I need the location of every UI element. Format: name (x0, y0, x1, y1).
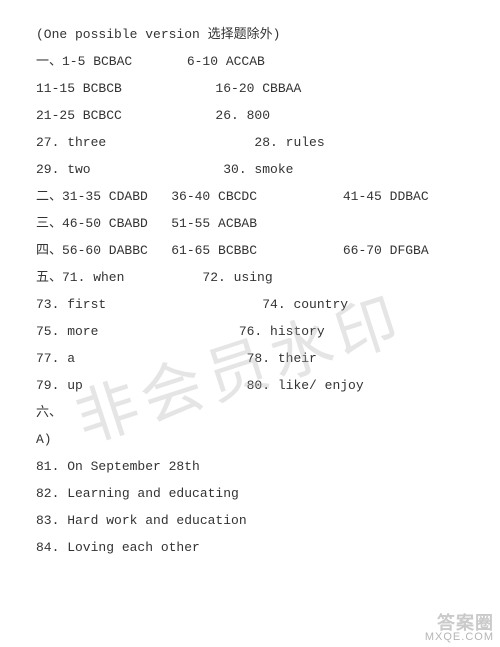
text-line: 29. two 30. smoke (36, 163, 464, 176)
text-line: 73. first 74. country (36, 298, 464, 311)
text-line: 11-15 BCBCB 16-20 CBBAA (36, 82, 464, 95)
text-line: 三、46-50 CBABD 51-55 ACBAB (36, 217, 464, 230)
text-line: 六、 (36, 406, 464, 419)
text-line: A) (36, 433, 464, 446)
corner-watermark: 答案圈 MXQE.COM (425, 614, 494, 643)
text-line: 77. a 78. their (36, 352, 464, 365)
text-line: 一、1-5 BCBAC 6-10 ACCAB (36, 55, 464, 68)
corner-watermark-url: MXQE.COM (425, 632, 494, 643)
text-line: 27. three 28. rules (36, 136, 464, 149)
text-line: 四、56-60 DABBC 61-65 BCBBC 66-70 DFGBA (36, 244, 464, 257)
text-line: (One possible version 选择题除外) (36, 28, 464, 41)
text-line: 五、71. when 72. using (36, 271, 464, 284)
text-line: 79. up 80. like/ enjoy (36, 379, 464, 392)
text-line: 21-25 BCBCC 26. 800 (36, 109, 464, 122)
text-line: 84. Loving each other (36, 541, 464, 554)
document-content: (One possible version 选择题除外) 一、1-5 BCBAC… (36, 28, 464, 554)
text-line: 83. Hard work and education (36, 514, 464, 527)
text-line: 81. On September 28th (36, 460, 464, 473)
text-line: 82. Learning and educating (36, 487, 464, 500)
corner-watermark-title: 答案圈 (425, 614, 494, 632)
text-line: 75. more 76. history (36, 325, 464, 338)
text-line: 二、31-35 CDABD 36-40 CBCDC 41-45 DDBAC (36, 190, 464, 203)
